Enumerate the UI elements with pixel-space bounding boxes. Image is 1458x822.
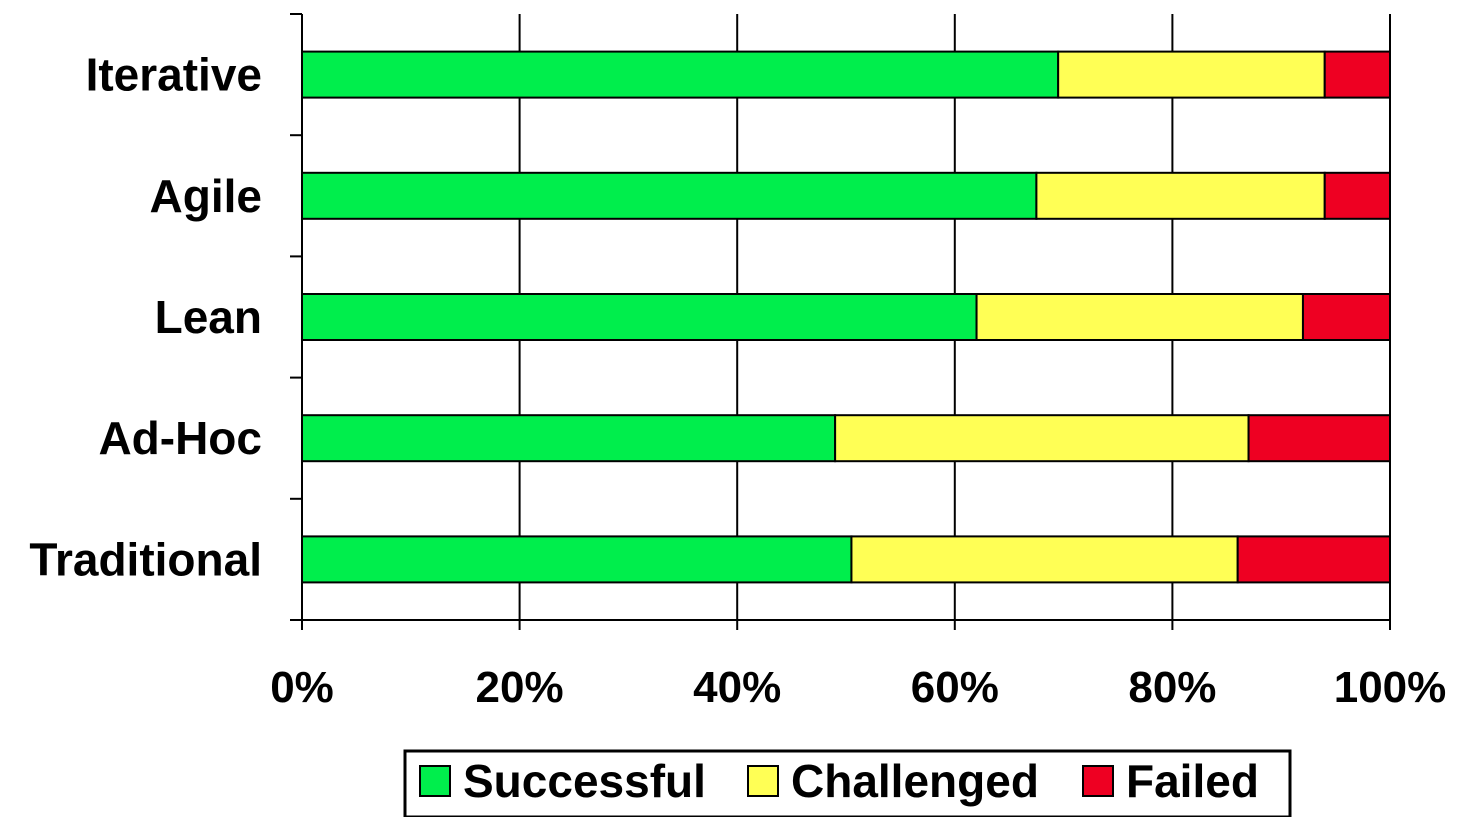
bar-segment-failed xyxy=(1236,535,1392,584)
axes xyxy=(290,13,1391,630)
legend-label-failed: Failed xyxy=(1126,755,1259,807)
legend-swatch-challenged xyxy=(747,765,779,797)
bar-segment-challenged xyxy=(1057,50,1326,99)
bar-segment-challenged xyxy=(975,293,1304,341)
bar-segment-successful xyxy=(301,414,837,463)
bar-segment-challenged xyxy=(850,535,1239,584)
bar-segment-successful xyxy=(301,535,853,584)
x-tick-label: 40% xyxy=(693,663,781,712)
legend: Successful Challenged Failed xyxy=(403,749,1292,819)
bar-segment-failed xyxy=(1301,293,1391,341)
legend-swatch-failed xyxy=(1082,765,1114,797)
legend-swatch-successful xyxy=(419,765,451,797)
legend-label-successful: Successful xyxy=(463,755,706,807)
category-label: Traditional xyxy=(29,533,262,585)
category-label: Lean xyxy=(155,291,262,343)
category-labels: Iterative Agile Lean Ad-Hoc Traditional xyxy=(29,49,262,586)
category-label: Agile xyxy=(150,170,262,222)
bar-segment-failed xyxy=(1247,414,1392,463)
bars xyxy=(301,50,1392,584)
x-tick-label: 80% xyxy=(1128,663,1216,712)
x-tick-label: 60% xyxy=(911,663,999,712)
legend-label-challenged: Challenged xyxy=(791,755,1039,807)
bar-segment-failed xyxy=(1323,171,1391,220)
bar-segment-successful xyxy=(301,171,1038,220)
bar-segment-successful xyxy=(301,50,1060,99)
bar-segment-challenged xyxy=(1035,171,1326,220)
bar-segment-challenged xyxy=(834,414,1250,463)
x-tick-label: 20% xyxy=(476,663,564,712)
x-tick-labels: 0% 20% 40% 60% 80% 100% xyxy=(270,663,1446,712)
category-label: Ad-Hoc xyxy=(98,412,262,464)
bar-segment-successful xyxy=(301,293,978,341)
x-tick-label: 100% xyxy=(1334,663,1447,712)
bar-segment-failed xyxy=(1323,50,1391,99)
x-tick-label: 0% xyxy=(270,663,334,712)
category-label: Iterative xyxy=(86,49,262,101)
